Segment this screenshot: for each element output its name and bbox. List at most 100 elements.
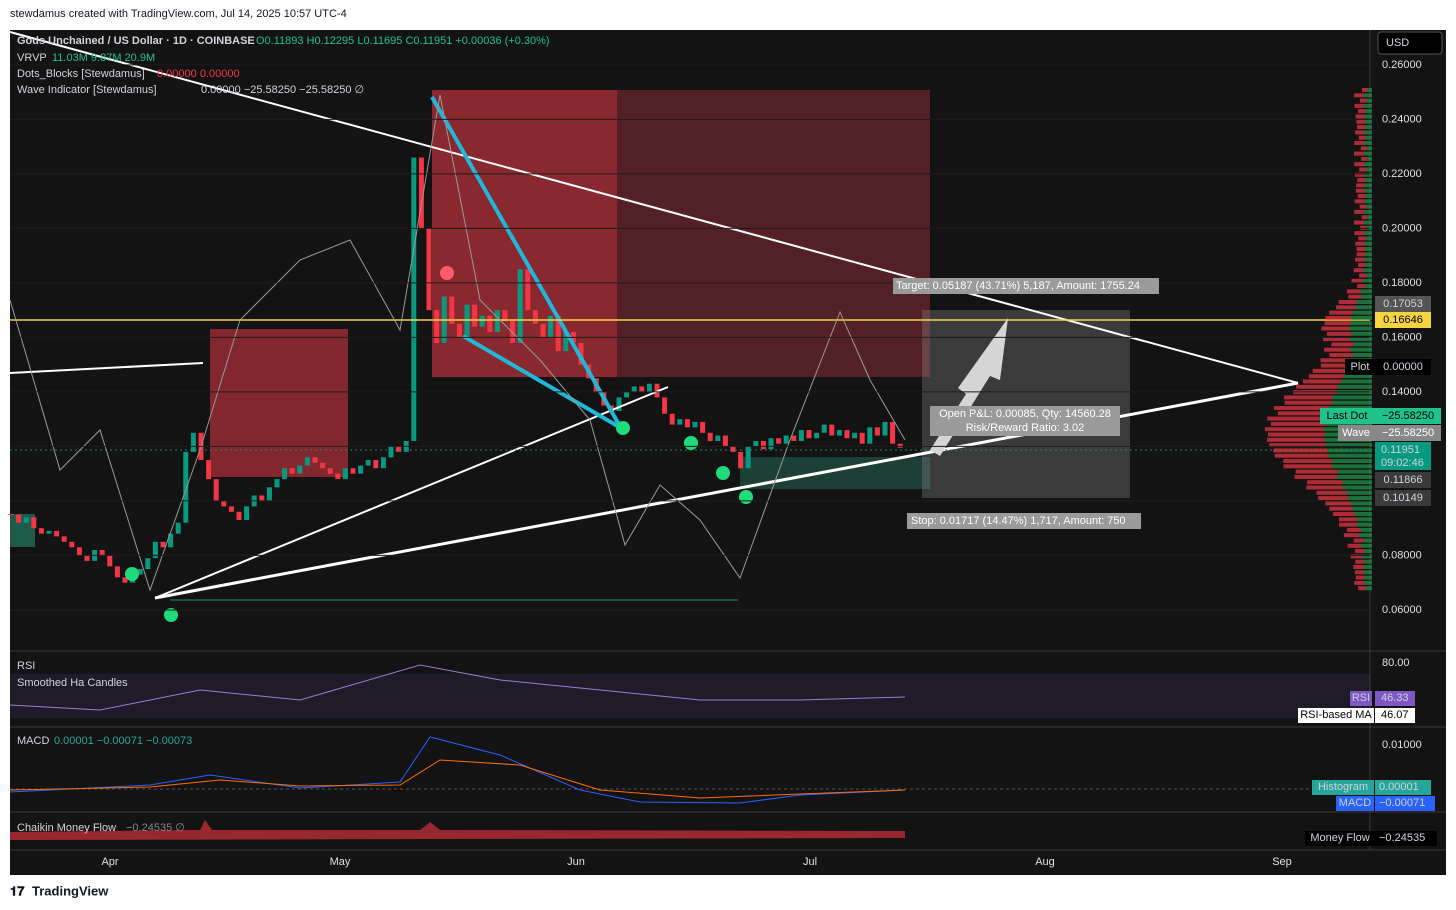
badge-name: RSI [1352,692,1370,704]
volume-profile-bar [1357,300,1372,304]
candle [54,530,60,537]
volume-profile-bar [1364,241,1372,246]
volume-profile-bar [1347,543,1362,548]
volume-profile-bar [1362,278,1372,283]
volume-profile-bar [1294,474,1338,479]
volume-profile-bar [1332,400,1372,405]
volume-profile-bar [1364,549,1372,554]
volume-profile-bar [1366,273,1372,278]
volume-profile-bar [1364,119,1372,124]
candle [38,528,44,534]
volume-profile-bar [1359,204,1367,209]
volume-profile-bar [1366,167,1372,172]
candle [852,432,858,439]
volume-profile-bar [1332,459,1372,463]
y-tick-label: 0.26000 [1382,59,1422,71]
volume-profile-bar [1338,522,1358,527]
volume-profile-bar [1366,146,1372,151]
volume-profile-bar [1338,300,1358,304]
volume-profile-bar [1338,517,1358,522]
stop-label: Stop: 0.01717 (14.47%) 1,717, Amount: 75… [911,515,1126,527]
candle [494,310,500,332]
volume-profile-bar [1364,130,1372,135]
candle [897,443,903,448]
volume-profile-bar [1283,459,1333,463]
volume-profile-bar [1362,554,1372,559]
volume-profile-bar [1365,252,1372,257]
candle [776,438,782,444]
volume-profile-bar [1355,559,1365,564]
volume-profile-bar [1329,353,1353,357]
badge-name: Wave [1342,427,1370,439]
volume-profile-bar [1270,421,1327,426]
candle [213,479,219,501]
candle [829,424,835,436]
volume-profile-bar [1367,156,1372,161]
volume-profile-bar [1354,141,1365,145]
candle [540,323,546,338]
candle [365,460,371,466]
candle [274,479,280,488]
candle [236,511,242,521]
currency-button[interactable] [1377,31,1443,55]
candle [874,427,880,436]
candle [388,446,394,458]
candle [456,323,462,338]
volume-profile-bar [1365,125,1372,130]
candle [578,342,584,365]
volume-profile-bar [1354,199,1365,204]
volume-profile-bar [1349,326,1372,331]
volume-profile-bar [1295,469,1338,474]
volume-profile-bar [1361,156,1368,161]
volume-profile-bar [1355,257,1365,262]
volume-profile-bar [1347,496,1372,501]
volume-profile-bar [1364,162,1372,167]
volume-profile-bar [1363,151,1372,156]
volume-profile-bar [1360,146,1367,151]
volume-profile-bar [1349,337,1372,342]
volume-profile-bar [1346,289,1361,294]
legend-values: 0.00000 0.00000 [157,68,240,80]
volume-profile-bar [1363,565,1372,569]
y-tick-label: 0.18000 [1382,277,1422,289]
legend-values: 11.03M 9.87M 20.9M [52,52,155,64]
candle [320,462,326,469]
volume-profile-bar [1359,98,1367,103]
candle [616,397,622,411]
volume-profile-bar [1353,538,1364,543]
volume-profile-bar [1359,273,1367,278]
volume-profile-bar [1357,125,1366,130]
candle [791,435,797,441]
candle [160,541,166,548]
volume-profile-bar [1360,225,1367,230]
volume-profile-bar [1284,395,1333,400]
candle [221,500,227,507]
volume-profile-bar [1354,172,1365,177]
badge: −25.58250 [1382,410,1434,422]
level: 80.00 [1382,657,1410,669]
currency[interactable]: USD [1386,37,1409,49]
badge: 0.00001 [1379,781,1419,793]
candle [99,549,105,556]
volume-profile-bar [1365,236,1372,241]
volume-profile-bar [1266,437,1325,442]
volume-profile-bar [1316,490,1348,495]
brand: TradingView [32,883,109,898]
volume-profile-bar [1364,575,1372,580]
candle [114,566,120,578]
candle [107,555,113,567]
volume-profile-bar [1364,559,1372,564]
volume-profile-bar [1355,305,1372,310]
volume-profile-bar [1264,427,1324,432]
candle [783,435,789,444]
volume-profile-bar [1354,162,1365,167]
volume-profile-bar [1363,268,1372,273]
position-zones [10,90,1130,547]
candle [418,157,424,229]
candle [798,430,804,441]
candle [23,517,29,523]
volume-profile-bar [1364,114,1372,119]
pane-title: MACD [17,735,49,747]
volume-profile-bar [1358,262,1366,267]
